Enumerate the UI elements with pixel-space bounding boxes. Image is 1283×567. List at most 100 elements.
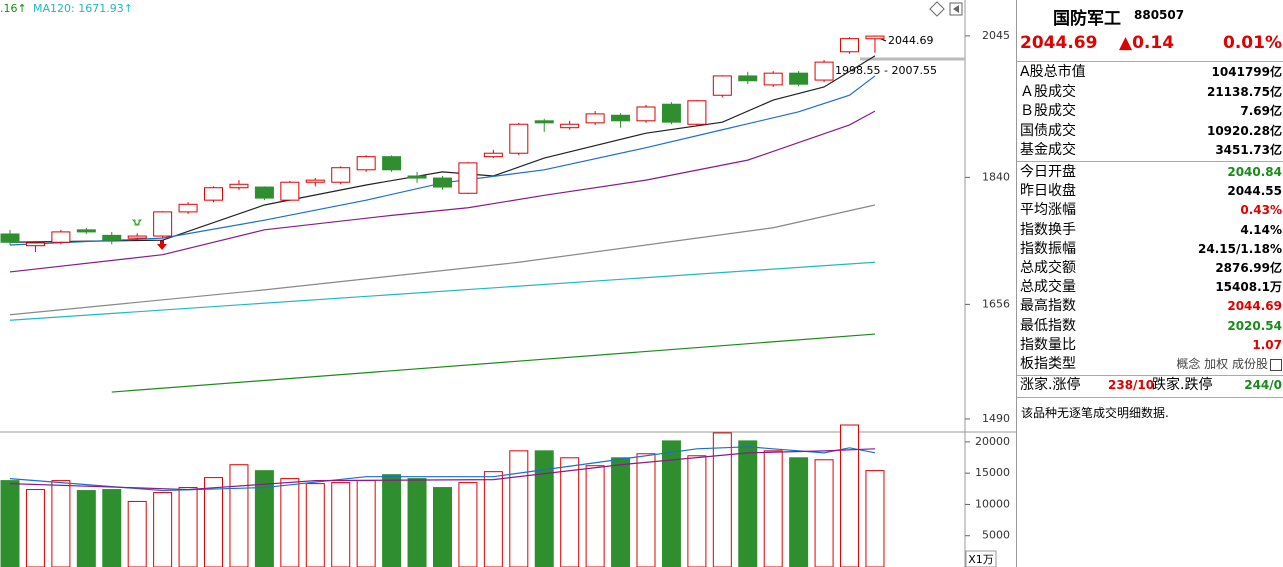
ma-line (9, 110, 876, 273)
volume-bar (305, 483, 325, 567)
volume-bar (102, 489, 122, 567)
quote-row: 总成交额 2876.99亿 (1020, 259, 1282, 278)
quote-row: 最高指数 2044.69 (1020, 297, 1282, 316)
volume-bar (178, 487, 198, 567)
volume-bar (204, 477, 224, 567)
icon[interactable] (929, 1, 945, 17)
row-label: A股总市值 (1020, 64, 1086, 80)
volume-bar (458, 482, 478, 567)
row-value: 244/0 (1244, 378, 1282, 392)
separator (1017, 61, 1283, 62)
y-tick-label: 15000 (975, 466, 1010, 479)
quote-row: 昨日收盘 2044.55 (1020, 182, 1282, 201)
candle-body (585, 113, 605, 124)
separator (1017, 397, 1283, 398)
row-label: 指数量比 (1020, 336, 1076, 353)
separator (1017, 161, 1283, 162)
volume-bar (509, 450, 529, 567)
ma-line (9, 261, 876, 321)
candle-body (840, 38, 860, 53)
row-label: 涨家.涨停 (1020, 377, 1081, 393)
row-label: 总成交额 (1020, 260, 1076, 276)
sector-row: 板指类型 概念 加权 成份股 (1020, 355, 1282, 374)
quote-row: 总成交量 15408.1万 (1020, 278, 1282, 297)
ma-line (9, 75, 876, 246)
unit-label: X1万 (968, 553, 994, 566)
y-tick-label: 1490 (982, 412, 1010, 425)
row-label: 板指类型 (1020, 356, 1076, 372)
security-code: 880507 (1134, 8, 1185, 22)
candle-body (0, 233, 20, 243)
row-value: 2020.54 (1227, 318, 1282, 333)
row-label: 昨日收盘 (1020, 183, 1076, 200)
candle-body (51, 231, 71, 243)
candle-body (738, 75, 758, 82)
candle-body (178, 203, 198, 213)
candle-body (382, 156, 402, 171)
volume-bar (483, 471, 503, 567)
row-value: 7.69亿 (1240, 104, 1282, 118)
row-label: 国债成交 (1020, 122, 1076, 139)
ma-line (9, 204, 876, 316)
range-annotation: 1998.55 - 2007.55 (835, 64, 937, 77)
y-tick-label: 1840 (982, 170, 1010, 183)
ma-legend: .16↑ (0, 2, 27, 15)
candle-body (153, 211, 173, 237)
candle-body (865, 35, 885, 40)
quote-row: 国债成交 10920.28亿 (1020, 122, 1282, 141)
row-value: 1041799亿 (1211, 65, 1282, 79)
row-value: 2040.84 (1227, 165, 1282, 179)
quote-row: 指数换手 4.14% (1020, 221, 1282, 240)
volume-bar (0, 480, 20, 567)
price: 2044.69 (1020, 33, 1098, 53)
quote-row: 今日开盘 2040.84 (1020, 163, 1282, 182)
candle-body (305, 179, 325, 183)
quote-row: 平均涨幅 0.43% (1020, 201, 1282, 220)
icon[interactable] (1270, 359, 1282, 371)
candle-body (687, 100, 707, 125)
row-value: 21138.75亿 (1206, 84, 1282, 99)
quote-row: 基金成交 3451.73亿 (1020, 141, 1282, 160)
row-value: 24.15/1.18% (1198, 241, 1282, 256)
volume-bar (585, 465, 605, 567)
row-value: 2044.69 (1227, 299, 1282, 314)
volume-bar (280, 478, 300, 567)
candle-body (661, 103, 681, 123)
row-label: 指数振幅 (1020, 240, 1076, 257)
price-annotation: 2044.69 (888, 34, 934, 47)
volume-bar (331, 482, 351, 567)
row-label: Ｂ股成交 (1020, 103, 1076, 119)
candle-body (280, 181, 300, 201)
row-value: 15408.1万 (1215, 280, 1282, 295)
y-tick-label: 5000 (982, 529, 1010, 542)
candle-body (534, 120, 554, 124)
volume-bar (712, 432, 732, 567)
row-label: 最高指数 (1020, 298, 1076, 315)
candle-body (254, 186, 274, 199)
volume-bar (432, 487, 452, 567)
icon[interactable] (949, 2, 963, 16)
volume-bar (229, 464, 249, 567)
quote-row: Ａ股成交 21138.75亿 (1020, 83, 1282, 102)
row-label: 总成交量 (1020, 279, 1076, 296)
candle-body (611, 114, 631, 122)
volume-bar (127, 500, 147, 567)
y-tick-label: 10000 (975, 497, 1010, 510)
separator (1017, 375, 1283, 376)
candle-body (102, 234, 122, 241)
ma-line (9, 446, 876, 492)
volume-bar (865, 470, 885, 567)
volume-bar (738, 440, 758, 567)
ma-line (9, 448, 875, 491)
candle-body (636, 106, 656, 122)
candle-body (560, 123, 580, 129)
volume-bar (25, 489, 45, 567)
candle-body (432, 177, 452, 188)
quote-row: A股总市值 1041799亿 (1020, 63, 1282, 82)
volume-bar (356, 480, 376, 567)
candle-body (789, 72, 809, 85)
row-value[interactable]: 概念 加权 成份股 (1176, 357, 1268, 371)
change-pct: 0.01% (1223, 33, 1282, 53)
candle-body (127, 235, 147, 239)
